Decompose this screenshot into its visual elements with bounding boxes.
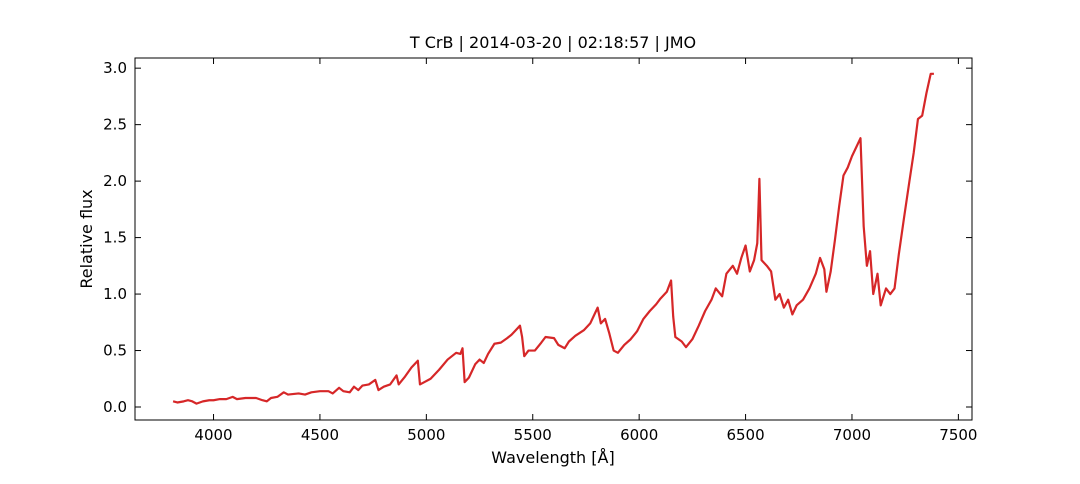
- x-tick-label: 4500: [301, 426, 339, 444]
- y-tick-label: 0.5: [103, 342, 127, 360]
- spectrum-line: [172, 72, 934, 405]
- x-tick-label: 7000: [833, 426, 871, 444]
- chart-title: T CrB | 2014-03-20 | 02:18:57 | JMO: [409, 33, 696, 52]
- x-tick-label: 4000: [194, 426, 232, 444]
- y-tick-label: 1.0: [103, 285, 127, 303]
- x-axis-label: Wavelength [Å]: [491, 448, 614, 467]
- x-tick-label: 6000: [620, 426, 658, 444]
- x-tick-label: 6500: [726, 426, 764, 444]
- x-tick-label: 5000: [407, 426, 445, 444]
- x-tick-label: 7500: [939, 426, 977, 444]
- y-tick-label: 2.0: [103, 172, 127, 190]
- y-tick-label: 2.5: [103, 116, 127, 134]
- axes-frame: [134, 57, 973, 421]
- y-axis-label: Relative flux: [77, 189, 96, 288]
- y-tick-label: 3.0: [103, 59, 127, 77]
- x-tick-label: 5500: [514, 426, 552, 444]
- y-tick-label: 1.5: [103, 229, 127, 247]
- y-tick-label: 0.0: [103, 398, 127, 416]
